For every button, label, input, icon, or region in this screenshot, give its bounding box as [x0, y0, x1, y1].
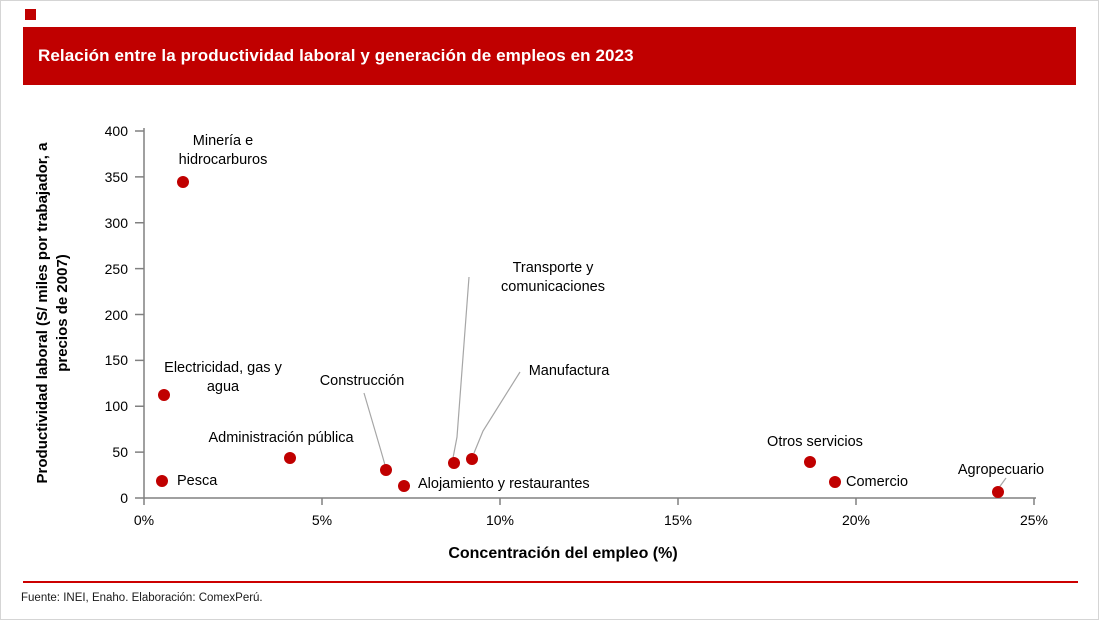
x-tick-label: 10% — [485, 512, 515, 528]
leader-lines — [363, 276, 1007, 490]
y-tick-label: 50 — [112, 444, 128, 461]
point-label: Otros servicios — [767, 434, 863, 450]
data-point-5 — [397, 480, 410, 493]
point-label: Comercio — [846, 474, 909, 490]
data-point-8 — [803, 456, 816, 469]
point-label: Administración pública — [208, 430, 354, 446]
source-note: Fuente: INEI, Enaho. Elaboración: ComexP… — [21, 592, 263, 604]
data-point-9 — [828, 476, 841, 489]
point-label: Manufactura — [528, 363, 610, 379]
x-tick-label: 0% — [133, 512, 155, 528]
data-point-0 — [177, 176, 190, 189]
x-tick-label: 15% — [663, 512, 693, 528]
y-tick-label: 350 — [104, 168, 128, 185]
point-label: Construcción — [319, 373, 405, 389]
data-point-7 — [465, 453, 478, 466]
axis-ticks — [135, 130, 1035, 505]
x-tick-label: 5% — [311, 512, 333, 528]
leader-line-construccion — [363, 392, 386, 466]
y-tick-label: 150 — [104, 352, 128, 369]
data-point-10 — [992, 485, 1005, 498]
leader-line-transporte — [452, 276, 470, 459]
y-tick-label: 0 — [120, 490, 128, 506]
y-tick-label: 400 — [104, 123, 128, 139]
point-label: Pesca — [177, 473, 218, 489]
leader-line-manufactura — [473, 371, 521, 454]
y-tick-label: 250 — [104, 260, 128, 277]
data-point-3 — [283, 451, 296, 464]
y-tick-label: 300 — [104, 214, 128, 231]
corner-accent-square — [25, 9, 36, 20]
y-axis-title: Productividad laboral (S/ miles por trab… — [34, 142, 71, 484]
point-label: Alojamiento y restaurantes — [418, 476, 590, 492]
chart-title: Relación entre la productividad laboral … — [38, 46, 634, 65]
point-label: Electricidad, gas y agua — [164, 360, 282, 395]
footer-rule — [23, 581, 1078, 583]
data-point-2 — [155, 475, 168, 488]
data-point-4 — [380, 464, 393, 477]
data-point-1 — [157, 389, 170, 402]
point-label: Agropecuario — [957, 462, 1045, 478]
x-tick-label: 20% — [841, 512, 871, 528]
point-label: Transporte y comunicaciones — [501, 260, 605, 295]
y-tick-label: 200 — [104, 306, 128, 323]
x-tick-label: 25% — [1019, 512, 1049, 528]
point-label: Minería e hidrocarburos — [178, 133, 268, 168]
data-point-6 — [447, 457, 460, 470]
chart-title-bar: Relación entre la productividad laboral … — [23, 27, 1076, 85]
x-axis-title: Concentración del empleo (%) — [448, 545, 678, 562]
y-tick-label: 100 — [104, 398, 128, 415]
